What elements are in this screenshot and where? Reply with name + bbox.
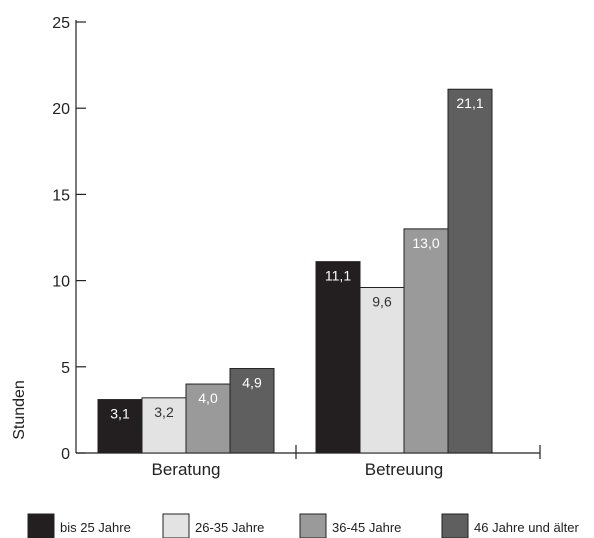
legend-label-0: bis 25 Jahre	[60, 520, 131, 535]
data-label-beratung-series-3: 4,9	[242, 375, 262, 391]
legend: bis 25 Jahre 26-35 Jahre 36-45 Jahre 46 Jah…	[27, 513, 579, 538]
bar-betreuung-series-0	[315, 261, 361, 454]
legend-swatch-2	[299, 513, 327, 538]
legend-swatch-0	[27, 513, 55, 538]
data-label-betreuung-series-0: 11,1	[325, 268, 351, 284]
y-tick-label-1: 5	[61, 360, 70, 377]
data-label-betreuung-series-1: 9,6	[372, 293, 392, 309]
legend-label-1: 26-35 Jahre	[195, 520, 264, 535]
bar-beratung-series-2	[185, 383, 231, 454]
bar-beratung-series-1	[141, 397, 187, 454]
y-axis-label: Stunden	[11, 380, 28, 440]
legend-label-2: 36-45 Jahre	[332, 520, 401, 535]
bar-beratung-series-0	[97, 399, 143, 454]
category-label-0: Beratung	[152, 460, 221, 479]
legend-swatch-3	[441, 513, 469, 538]
bar-betreuung-series-2	[403, 228, 449, 454]
data-label-beratung-series-2: 4,0	[198, 390, 218, 406]
y-tick-label-5: 25	[52, 15, 70, 32]
y-tick-label-3: 15	[52, 187, 70, 204]
y-tick-label-2: 10	[52, 274, 70, 291]
legend-label-3: 46 Jahre und älter	[474, 520, 579, 535]
bar-beratung-series-3	[229, 368, 275, 454]
legend-swatch-1	[162, 513, 190, 538]
bar-betreuung-series-3	[447, 88, 493, 454]
data-label-beratung-series-1: 3,2	[154, 404, 174, 420]
data-label-betreuung-series-3: 21,1	[456, 95, 483, 111]
y-tick-label-4: 20	[52, 101, 70, 118]
bars: 3,1 3,2 4,0 4,9 Beratung 11,1 9,6 13,0 21,1 Betre…	[97, 88, 493, 479]
category-label-1: Betreuung	[365, 460, 443, 479]
data-label-betreuung-series-2: 13,0	[412, 235, 439, 251]
bar-betreuung-series-1	[359, 286, 405, 454]
data-label-beratung-series-0: 3,1	[110, 406, 130, 422]
y-tick-label-0: 0	[61, 446, 70, 463]
